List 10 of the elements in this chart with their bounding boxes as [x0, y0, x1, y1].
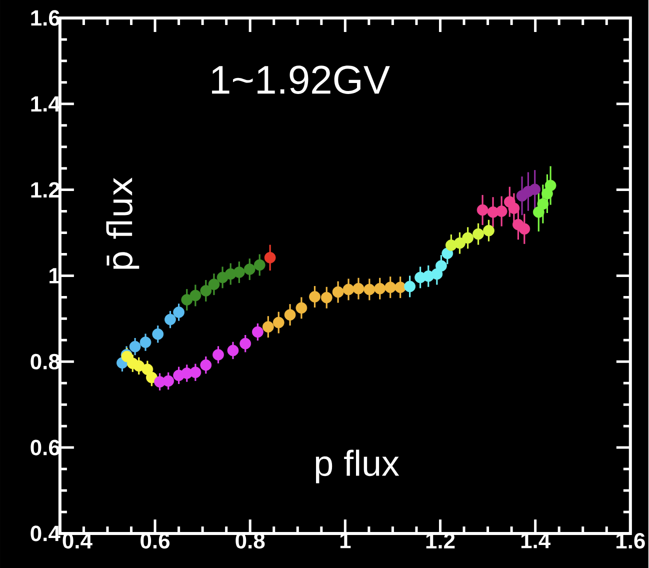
y-tick-label: 0.8 — [30, 354, 60, 370]
x-tick-label: 1.6 — [616, 532, 645, 548]
y-tick-label: 1 — [50, 268, 60, 284]
y-tick-label: 1.6 — [31, 10, 60, 26]
y-tick-label: 1.2 — [31, 182, 60, 198]
x-axis-title: p flux — [316, 449, 400, 483]
annotation: 1~1.92GV — [212, 65, 390, 94]
y-axis-title: p̄ flux — [106, 177, 140, 269]
y-tick-label: 0.6 — [30, 440, 60, 456]
y-tick-label: 1.4 — [31, 96, 60, 112]
